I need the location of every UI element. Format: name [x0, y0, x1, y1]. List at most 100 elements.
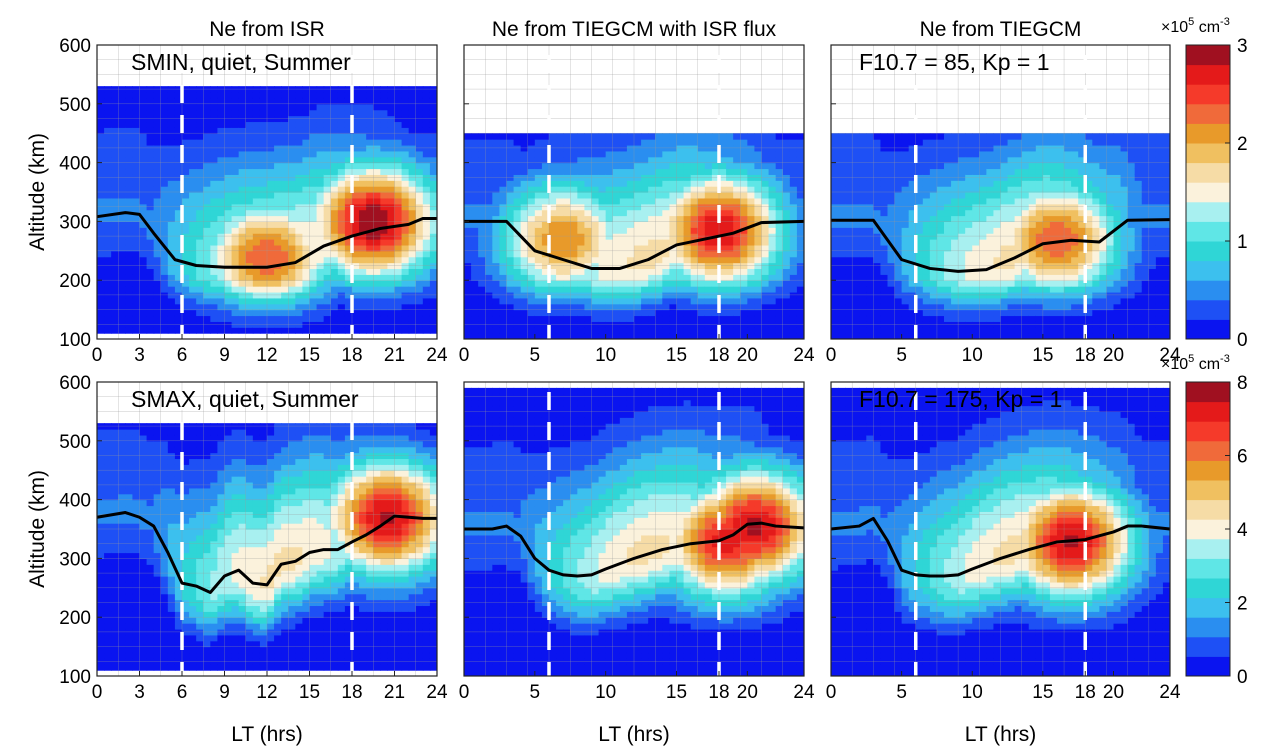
heatmap-cell [711, 303, 720, 311]
heatmap-cell [740, 180, 748, 187]
heatmap-cell [965, 321, 973, 328]
heatmap-cell [697, 139, 706, 146]
heatmap-cell [373, 203, 381, 211]
heatmap-cell [111, 239, 119, 246]
heatmap-cell [224, 280, 233, 287]
heatmap-cell [915, 233, 924, 240]
heatmap-cell [337, 203, 346, 211]
heatmap-cell [485, 268, 493, 275]
heatmap-cell [901, 162, 910, 170]
heatmap-cell [224, 239, 233, 246]
heatmap-cell [605, 327, 614, 334]
heatmap-cell [901, 286, 910, 293]
heatmap-cell [577, 321, 586, 328]
heatmap-cell [527, 239, 536, 246]
heatmap-cell [719, 244, 727, 252]
heatmap-cell [1000, 291, 1009, 299]
heatmap-cell [373, 109, 381, 117]
heatmap-cell [259, 291, 268, 299]
heatmap-cell [295, 221, 304, 228]
heatmap-cell [922, 309, 931, 317]
heatmap-cell [859, 268, 867, 275]
heatmap-cell [182, 303, 190, 311]
heatmap-cell [506, 233, 515, 240]
heatmap-cell [464, 233, 472, 240]
heatmap-cell [373, 144, 381, 152]
heatmap-cell [387, 321, 396, 328]
heatmap-cell [1014, 186, 1023, 193]
heatmap-cell [641, 309, 649, 317]
heatmap-cell [570, 244, 578, 252]
heatmap-cell [1014, 150, 1023, 158]
heatmap-cell [167, 133, 176, 140]
heatmap-cell [1035, 327, 1044, 334]
heatmap-cell [1014, 174, 1023, 181]
heatmap-cell [316, 297, 325, 305]
heatmap-cell [733, 233, 741, 240]
heatmap-cell [139, 327, 148, 334]
heatmap-cell [309, 256, 318, 264]
heatmap-cell [139, 291, 148, 299]
heatmap-cell [520, 144, 529, 152]
heatmap-cell [669, 291, 678, 299]
heatmap-cell [295, 103, 304, 111]
heatmap-cell [316, 109, 325, 117]
heatmap-cell [506, 297, 515, 305]
heatmap-cell [775, 156, 784, 164]
heatmap-cell [1028, 239, 1037, 246]
heatmap-cell [182, 233, 190, 240]
heatmap-cell [951, 139, 959, 146]
heatmap-cell [274, 127, 282, 134]
heatmap-cell [309, 221, 318, 228]
heatmap-cell [316, 92, 325, 99]
heatmap-cell [831, 209, 839, 217]
heatmap-cell [259, 174, 268, 181]
heatmap-cell [520, 139, 529, 146]
heatmap-cell [1049, 139, 1058, 146]
heatmap-cell [901, 203, 910, 211]
heatmap-cell [626, 309, 635, 317]
heatmap-cell [217, 139, 226, 146]
heatmap-cell [690, 244, 699, 252]
heatmap-cell [944, 139, 952, 146]
heatmap-cell [182, 250, 190, 258]
heatmap-cell [648, 215, 656, 222]
heatmap-cell [224, 203, 233, 211]
heatmap-cell [1014, 168, 1023, 175]
heatmap-cell [922, 197, 931, 205]
heatmap-cell [174, 327, 183, 334]
heatmap-cell [1021, 280, 1030, 287]
heatmap-cell [1000, 333, 1009, 339]
heatmap-cell [160, 203, 169, 211]
heatmap-cell [104, 303, 112, 311]
heatmap-cell [288, 268, 296, 275]
heatmap-cell [922, 250, 931, 258]
heatmap-cell [323, 327, 332, 334]
heatmap-cell [139, 209, 148, 217]
heatmap-cell [422, 203, 431, 211]
heatmap-cell [316, 144, 325, 152]
heatmap-cell [740, 209, 748, 217]
heatmap-cell [612, 227, 621, 234]
heatmap-cell [951, 333, 959, 339]
heatmap-cell [352, 127, 360, 134]
heatmap-cell [167, 303, 176, 311]
heatmap-cell [231, 215, 240, 222]
heatmap-cell [160, 209, 169, 217]
heatmap-cell [344, 215, 353, 222]
heatmap-cell [598, 180, 607, 187]
heatmap-cell [267, 121, 275, 128]
heatmap-cell [838, 180, 846, 187]
heatmap-cell [104, 280, 112, 287]
heatmap-cell [288, 239, 296, 246]
heatmap-cell [873, 186, 882, 193]
heatmap-cell [125, 286, 134, 293]
heatmap-cell [309, 268, 318, 275]
heatmap-cell [245, 192, 254, 199]
heatmap-cell [344, 221, 353, 228]
heatmap-cell [641, 203, 649, 211]
heatmap-cell [167, 209, 176, 217]
heatmap-cell [789, 144, 798, 152]
heatmap-cell [986, 144, 995, 152]
heatmap-cell [570, 233, 578, 240]
